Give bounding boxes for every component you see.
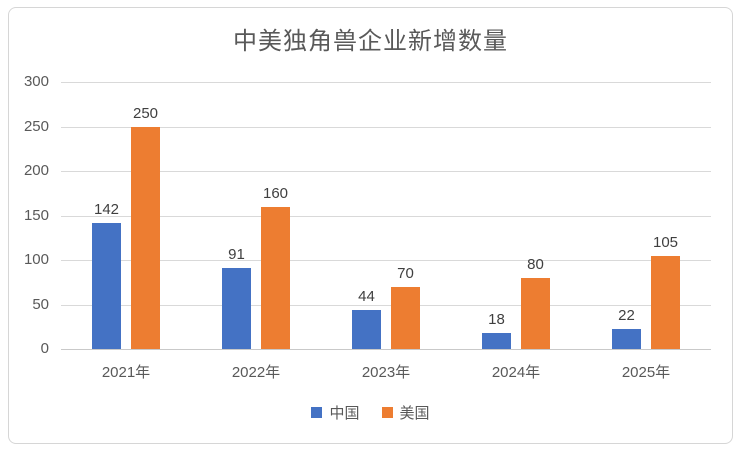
y-tick-label: 50 xyxy=(32,295,49,313)
bar-中国-2025年 xyxy=(612,329,641,349)
y-tick-label: 300 xyxy=(23,73,49,90)
gridline xyxy=(61,126,711,128)
data-label: 250 xyxy=(132,104,159,122)
data-label: 80 xyxy=(527,255,544,273)
bar-中国-2024年 xyxy=(482,332,511,349)
bar-中国-2023年 xyxy=(352,309,381,349)
gridline xyxy=(61,349,711,350)
plot-area: 142 91 44 18 22 250 160 70 80 105 xyxy=(61,82,711,350)
legend-label: 中国 xyxy=(329,405,360,422)
bar-中国-2022年 xyxy=(222,268,251,349)
y-tick-label: 200 xyxy=(23,162,49,179)
y-tick-label: 100 xyxy=(23,251,49,268)
x-axis-label: 2021年 xyxy=(101,364,151,381)
x-axis-label: 2022年 xyxy=(231,364,281,381)
data-label: 105 xyxy=(652,233,679,251)
chart-card: 中美独角兽企业新增数量 142 91 44 18 22 250 160 70 80 105 0 50… xyxy=(8,7,733,444)
legend: 中国 美国 xyxy=(9,402,732,423)
gridline xyxy=(61,171,711,172)
bar-美国-2023年 xyxy=(391,286,420,349)
legend-swatch-icon xyxy=(381,407,393,418)
data-label: 18 xyxy=(488,310,505,328)
x-axis-label: 2023年 xyxy=(361,364,411,381)
legend-item: 美国 xyxy=(381,402,430,423)
legend-item: 中国 xyxy=(311,402,360,423)
gridline xyxy=(61,82,711,83)
x-axis-label: 2025年 xyxy=(621,364,671,381)
gridline xyxy=(61,304,711,306)
gridline xyxy=(61,260,711,261)
data-label: 70 xyxy=(397,264,414,282)
y-tick-label: 0 xyxy=(40,340,49,357)
y-tick-label: 250 xyxy=(23,117,49,135)
bar-美国-2022年 xyxy=(261,206,290,349)
data-label: 142 xyxy=(93,200,120,218)
data-label: 91 xyxy=(228,246,245,263)
legend-swatch-icon xyxy=(311,407,323,418)
data-label: 22 xyxy=(618,307,635,325)
gridline xyxy=(61,215,711,217)
bar-美国-2025年 xyxy=(651,255,680,349)
chart-title: 中美独角兽企业新增数量 xyxy=(233,27,508,55)
data-label: 160 xyxy=(262,184,289,202)
data-label: 44 xyxy=(358,287,375,305)
bar-美国-2024年 xyxy=(521,277,550,349)
legend-label: 美国 xyxy=(399,405,430,422)
bar-中国-2021年 xyxy=(92,222,121,349)
y-tick-label: 150 xyxy=(23,206,49,224)
x-axis-label: 2024年 xyxy=(491,364,541,381)
bar-美国-2021年 xyxy=(131,126,160,349)
